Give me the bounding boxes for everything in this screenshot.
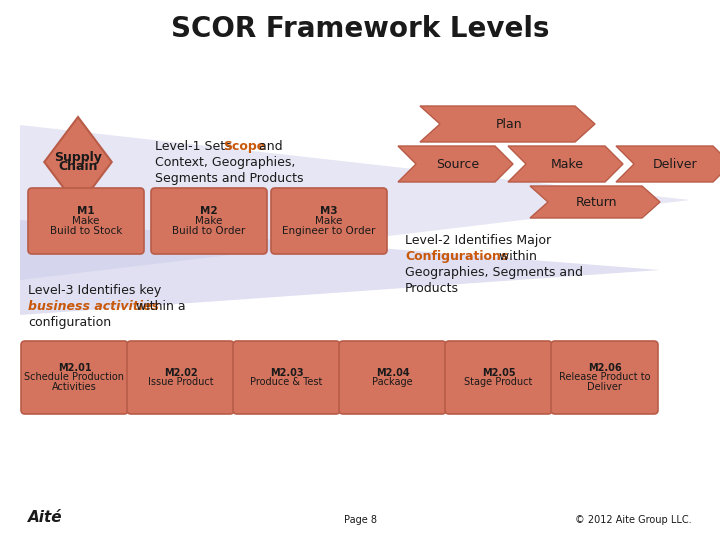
- Text: Segments and Products: Segments and Products: [155, 172, 304, 185]
- Text: and: and: [255, 140, 283, 153]
- Text: Return: Return: [576, 195, 618, 208]
- Text: M2: M2: [200, 206, 218, 216]
- FancyBboxPatch shape: [271, 188, 387, 254]
- FancyBboxPatch shape: [339, 341, 446, 414]
- Text: Page 8: Page 8: [343, 515, 377, 525]
- Polygon shape: [44, 117, 112, 207]
- FancyBboxPatch shape: [233, 341, 340, 414]
- FancyBboxPatch shape: [551, 341, 658, 414]
- Text: Package: Package: [372, 377, 413, 387]
- Text: M2.06: M2.06: [588, 363, 621, 373]
- Text: Plan: Plan: [496, 118, 523, 131]
- Polygon shape: [20, 125, 690, 280]
- FancyBboxPatch shape: [127, 341, 234, 414]
- Text: Activities: Activities: [52, 382, 97, 392]
- Text: M2.01: M2.01: [58, 363, 91, 373]
- Text: M3: M3: [320, 206, 338, 216]
- Text: Deliver: Deliver: [653, 158, 698, 171]
- Text: M2.02: M2.02: [163, 368, 197, 378]
- Text: M1: M1: [77, 206, 95, 216]
- Text: Chain: Chain: [58, 160, 98, 173]
- Text: Build to Order: Build to Order: [172, 226, 246, 236]
- Text: M2.03: M2.03: [270, 368, 303, 378]
- Text: Context, Geographies,: Context, Geographies,: [155, 156, 295, 169]
- Text: © 2012 Aite Group LLC.: © 2012 Aite Group LLC.: [575, 515, 692, 525]
- Text: configuration: configuration: [28, 316, 111, 329]
- Polygon shape: [508, 146, 623, 182]
- Text: Scope: Scope: [223, 140, 265, 153]
- Text: Make: Make: [315, 216, 343, 226]
- Text: M2.05: M2.05: [482, 368, 516, 378]
- Text: Supply: Supply: [54, 151, 102, 164]
- Text: Aité: Aité: [28, 510, 63, 525]
- Text: Products: Products: [405, 282, 459, 295]
- Polygon shape: [420, 106, 595, 142]
- FancyBboxPatch shape: [445, 341, 552, 414]
- Text: Stage Product: Stage Product: [464, 377, 533, 387]
- Text: Level-3 Identifies key: Level-3 Identifies key: [28, 284, 161, 297]
- Text: Configurations: Configurations: [405, 250, 508, 263]
- Polygon shape: [616, 146, 720, 182]
- Text: within a: within a: [132, 300, 186, 313]
- Polygon shape: [398, 146, 513, 182]
- Text: Make: Make: [195, 216, 222, 226]
- Text: Level-2 Identifies Major: Level-2 Identifies Major: [405, 234, 551, 247]
- Text: Engineer to Order: Engineer to Order: [282, 226, 376, 236]
- Text: business activities: business activities: [28, 300, 159, 313]
- Text: Make: Make: [551, 158, 584, 171]
- Text: Build to Stock: Build to Stock: [50, 226, 122, 236]
- Text: Level-1 Sets: Level-1 Sets: [155, 140, 235, 153]
- Text: Produce & Test: Produce & Test: [251, 377, 323, 387]
- FancyBboxPatch shape: [28, 188, 144, 254]
- FancyBboxPatch shape: [21, 341, 128, 414]
- Text: Schedule Production: Schedule Production: [24, 373, 125, 382]
- FancyBboxPatch shape: [151, 188, 267, 254]
- Text: SCOR Framework Levels: SCOR Framework Levels: [171, 15, 549, 43]
- Text: M2.04: M2.04: [376, 368, 409, 378]
- Polygon shape: [20, 220, 660, 315]
- Text: Geographies, Segments and: Geographies, Segments and: [405, 266, 583, 279]
- Text: Deliver: Deliver: [587, 382, 622, 392]
- Text: Release Product to: Release Product to: [559, 373, 650, 382]
- Text: Issue Product: Issue Product: [148, 377, 213, 387]
- Polygon shape: [530, 186, 660, 218]
- Text: within: within: [495, 250, 537, 263]
- Text: Make: Make: [72, 216, 99, 226]
- Text: Source: Source: [436, 158, 479, 171]
